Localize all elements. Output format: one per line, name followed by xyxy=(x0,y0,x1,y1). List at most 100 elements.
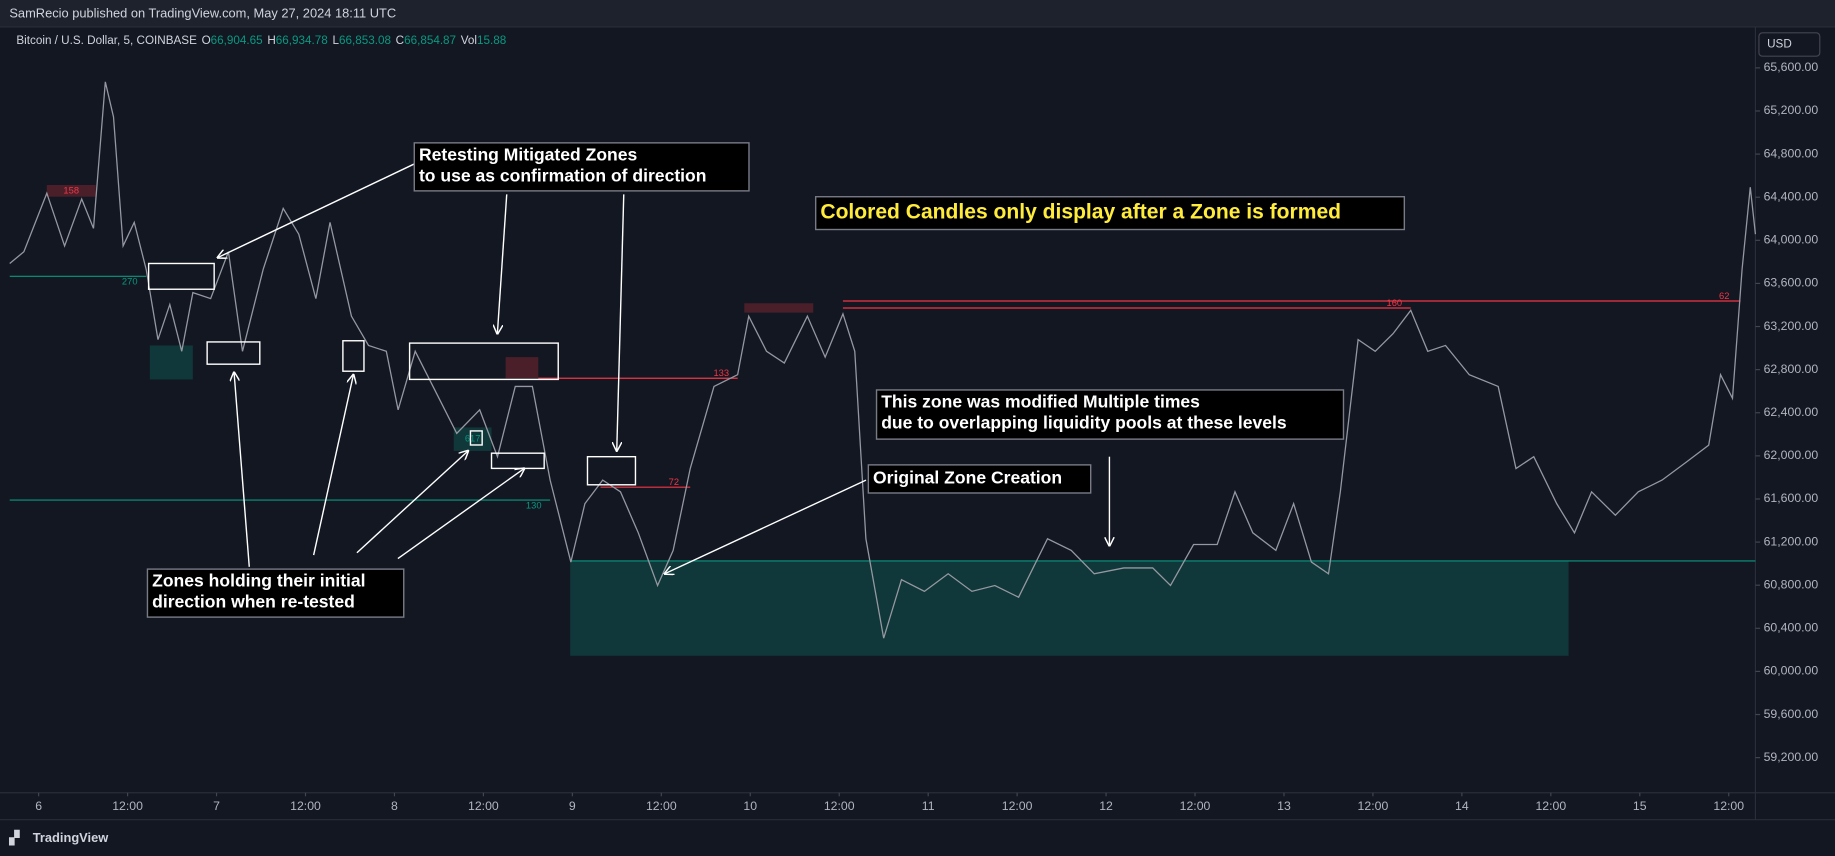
annotation-box xyxy=(146,568,405,618)
x-tick-label: 6 xyxy=(35,799,42,813)
y-tick-label: 64,800.00 xyxy=(1764,146,1819,160)
x-tick-label: 12 xyxy=(1099,799,1113,813)
symbol-name: Bitcoin / U.S. Dollar, 5, COINBASE xyxy=(16,34,197,47)
highlight-box xyxy=(342,340,365,372)
y-tick-label: 61,600.00 xyxy=(1764,491,1819,505)
currency[interactable]: USD xyxy=(1767,38,1792,51)
annotation: Original Zone Creation xyxy=(867,464,1092,494)
arrow xyxy=(312,375,354,556)
x-tick-label: 11 xyxy=(922,799,935,813)
annotation-text: due to overlapping liquidity pools at th… xyxy=(881,413,1287,433)
annotation-text: direction when re-tested xyxy=(152,592,355,612)
annotation-box xyxy=(867,464,1092,494)
zone-label: 617 xyxy=(465,434,481,444)
x-tick-label: 9 xyxy=(569,799,576,813)
legend: Bitcoin / U.S. Dollar, 5, COINBASE O66,90… xyxy=(16,34,506,47)
x-tick-label: 14 xyxy=(1455,799,1469,813)
arrow xyxy=(234,372,250,567)
x-tick-label: 12:00 xyxy=(1180,799,1211,813)
arrow xyxy=(617,194,625,450)
x-tick-label: 12:00 xyxy=(824,799,855,813)
vol-label: Vol xyxy=(461,34,477,47)
y-tick-label: 65,600.00 xyxy=(1764,60,1819,74)
annotation-box xyxy=(875,389,1345,440)
zone xyxy=(505,357,539,379)
x-tick-label: 8 xyxy=(391,799,398,813)
publisher: SamRecio published on TradingView.com, M… xyxy=(9,5,396,20)
y-tick-label: 63,200.00 xyxy=(1764,319,1819,333)
y-tick-label: 60,000.00 xyxy=(1764,664,1819,678)
x-tick-label: 7 xyxy=(213,799,220,813)
y-tick-label: 65,200.00 xyxy=(1764,103,1819,117)
annotation-box xyxy=(814,196,1406,231)
l-label: L xyxy=(332,34,339,47)
x-tick-label: 10 xyxy=(743,799,757,813)
annotation-text: Original Zone Creation xyxy=(873,468,1062,488)
arrow xyxy=(497,194,508,333)
arrow xyxy=(397,468,524,560)
y-tick-label: 60,800.00 xyxy=(1764,577,1819,591)
x-tick-label: 12:00 xyxy=(1713,799,1744,813)
y-tick-label: 60,400.00 xyxy=(1764,621,1819,635)
c-label: C xyxy=(396,34,404,47)
overlay xyxy=(147,163,1110,574)
highlight-box xyxy=(469,430,483,446)
annotation-text: Zones holding their initial xyxy=(152,571,365,591)
highlight-box xyxy=(408,342,559,381)
currency-button[interactable] xyxy=(1758,32,1821,57)
close: 66,854.87 xyxy=(404,34,456,47)
arrow xyxy=(665,479,867,574)
highlight-box xyxy=(206,341,261,365)
y-tick-label: 64,400.00 xyxy=(1764,189,1819,203)
highlight-box xyxy=(586,455,637,486)
open: 66,904.65 xyxy=(211,34,263,47)
level-label: 62 xyxy=(1719,291,1729,301)
high: 66,934.78 xyxy=(276,34,328,47)
annotation-text: This zone was modified Multiple times xyxy=(881,391,1200,411)
brand: TradingView xyxy=(33,830,109,845)
x-tick-label: 12:00 xyxy=(290,799,321,813)
volume: 15.88 xyxy=(477,34,506,47)
y-tick-label: 63,600.00 xyxy=(1764,276,1819,290)
header-bar xyxy=(0,0,1835,27)
x-tick-label: 12:00 xyxy=(1535,799,1566,813)
annotation-text: Retesting Mitigated Zones xyxy=(419,144,638,164)
annotation-box xyxy=(413,142,750,192)
arrow xyxy=(218,163,415,258)
highlight-box xyxy=(147,262,215,290)
symbol: Bitcoin / U.S. Dollar, 5, COINBASE O66,90… xyxy=(16,34,506,47)
y-tick-label: 62,800.00 xyxy=(1764,362,1819,376)
zone xyxy=(46,185,96,197)
o-label: O xyxy=(202,34,211,47)
level-label: 160 xyxy=(1387,298,1403,308)
level-label: 130 xyxy=(526,500,542,510)
y-tick-label: 59,600.00 xyxy=(1764,707,1819,721)
brand-logo: ▞ xyxy=(8,829,20,846)
annotation: Colored Candles only display after a Zon… xyxy=(814,196,1406,231)
y-tick-label: 64,000.00 xyxy=(1764,233,1819,247)
y-tick-label: 62,000.00 xyxy=(1764,448,1819,462)
y-tick-label: 62,400.00 xyxy=(1764,405,1819,419)
zone xyxy=(149,345,193,380)
level-label: 133 xyxy=(713,368,729,378)
y-tick-label: 59,200.00 xyxy=(1764,750,1819,764)
zone xyxy=(744,303,814,313)
annotation-text: Colored Candles only display after a Zon… xyxy=(820,201,1341,224)
h-label: H xyxy=(267,34,275,47)
x-tick-label: 13 xyxy=(1277,799,1291,813)
x-tick-label: 12:00 xyxy=(1002,799,1033,813)
x-tick-label: 12:00 xyxy=(468,799,499,813)
x-tick-label: 12:00 xyxy=(646,799,677,813)
price-line xyxy=(9,81,1757,639)
zone-label: 158 xyxy=(63,185,79,195)
level-label: 270 xyxy=(122,277,138,287)
level-label: 72 xyxy=(669,477,679,487)
low: 66,853.08 xyxy=(339,34,391,47)
x-tick-label: 15 xyxy=(1633,799,1647,813)
annotation: This zone was modified Multiple timesdue… xyxy=(875,389,1345,440)
x-tick-label: 12:00 xyxy=(1358,799,1389,813)
arrow xyxy=(356,451,468,554)
